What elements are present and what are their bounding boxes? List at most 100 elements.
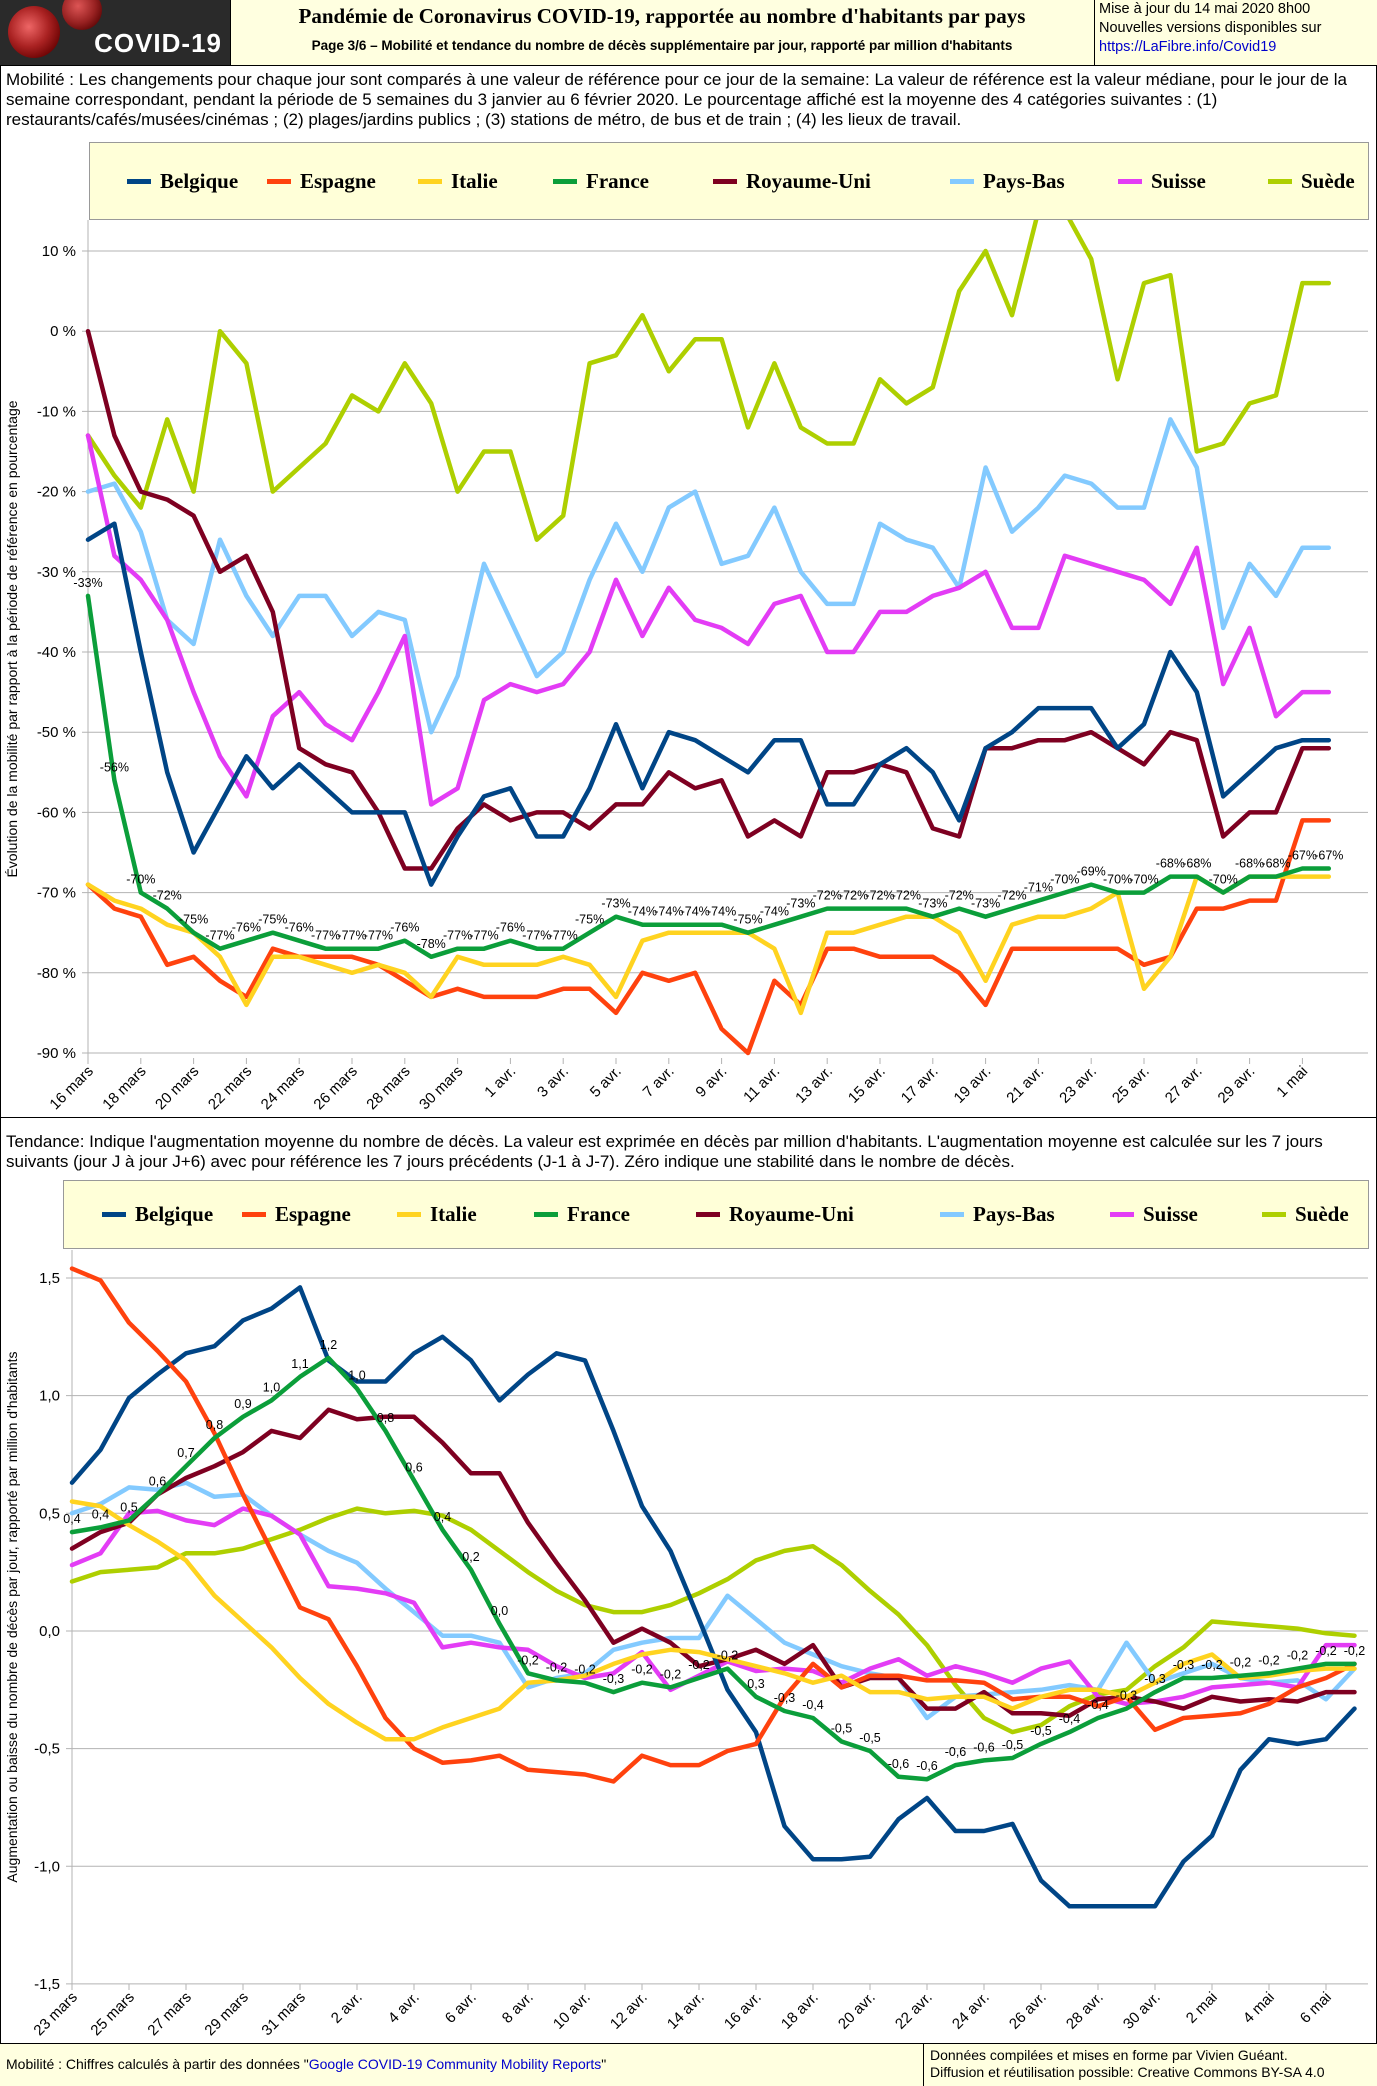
data-label: -73% xyxy=(971,897,1000,911)
y-tick-label: 0 % xyxy=(50,323,76,340)
legend-item-espagne: Espagne xyxy=(242,1181,351,1248)
data-label: -72% xyxy=(997,889,1026,903)
logo-text: COVID-19 xyxy=(94,28,222,58)
legend-swatch xyxy=(1118,178,1142,184)
legend-label: France xyxy=(586,168,649,193)
data-label: -72% xyxy=(839,889,868,903)
legend-label: Espagne xyxy=(275,1202,351,1226)
footer-credits: Données compilées et mises en forme par … xyxy=(923,2044,1377,2086)
page-title: Pandémie de Coronavirus COVID-19, rappor… xyxy=(298,4,1026,28)
data-label: -0,4 xyxy=(1059,1712,1081,1726)
x-tick-label: 4 mai xyxy=(1240,1989,1278,2027)
legend-label: Espagne xyxy=(300,168,376,193)
x-tick-label: 28 avr. xyxy=(1063,1989,1107,2033)
series-line-suède xyxy=(85,220,1332,542)
legend-swatch xyxy=(553,178,577,184)
x-tick-label: 24 avr. xyxy=(949,1989,993,2033)
data-label: -0,3 xyxy=(603,1672,625,1686)
data-label: -77% xyxy=(337,929,366,943)
legend-swatch xyxy=(1262,1212,1286,1217)
data-label: -0,5 xyxy=(1002,1738,1024,1752)
mobility-reports-link[interactable]: Google COVID-19 Community Mobility Repor… xyxy=(308,2056,602,2072)
footer-source-prefix: Mobilité : Chiffres calculés à partir de… xyxy=(6,2056,309,2072)
x-tick-label: 5 avr. xyxy=(587,1063,625,1101)
y-tick-label: 0,5 xyxy=(39,1505,60,1522)
data-label: -72% xyxy=(945,889,974,903)
legend-item-italie: Italie xyxy=(418,143,498,219)
x-tick-label: 18 avr. xyxy=(778,1989,822,2033)
y-tick-label: -80 % xyxy=(37,965,76,982)
data-label: -0,2 xyxy=(717,1649,739,1663)
legend-item-pays-bas: Pays-Bas xyxy=(940,1181,1055,1248)
legend-item-suède: Suède xyxy=(1262,1181,1349,1248)
x-tick-label: 2 mai xyxy=(1183,1989,1221,2027)
y-tick-label: -50 % xyxy=(37,724,76,741)
data-label: -73% xyxy=(786,897,815,911)
series-line-italie xyxy=(69,1499,1357,1742)
x-tick-label: 30 mars xyxy=(416,1063,466,1113)
data-label: -74% xyxy=(760,905,789,919)
legend-label: Belgique xyxy=(160,168,239,193)
virus-icon-small xyxy=(62,0,102,30)
data-label: -0,2 xyxy=(1201,1658,1223,1672)
data-label: -0,2 xyxy=(517,1653,539,1667)
data-label: -67% xyxy=(1314,849,1343,863)
legend-trend: Belgique Espagne Italie France Royaume-Uni Pa… xyxy=(63,1180,1369,1249)
data-label: 1,0 xyxy=(348,1369,365,1383)
data-label: 0,5 xyxy=(120,1500,137,1514)
x-tick-label: 29 avr. xyxy=(1215,1063,1259,1107)
update-box: Mise à jour du 14 mai 2020 8h00 Nouvelle… xyxy=(1094,0,1377,65)
legend-item-royaume-uni: Royaume-Uni xyxy=(713,143,871,219)
x-tick-label: 30 avr. xyxy=(1120,1989,1164,2033)
update-date: Mise à jour du 14 mai 2020 8h00 xyxy=(1099,1,1311,17)
legend-item-espagne: Espagne xyxy=(267,143,376,219)
data-label: -0,3 xyxy=(1173,1658,1195,1672)
data-label: -0,2 xyxy=(1287,1649,1309,1663)
legend-label: Suède xyxy=(1301,168,1355,193)
data-label: -70% xyxy=(1129,873,1158,887)
y-axis-title: Évolution de la mobilité par rapport à l… xyxy=(4,400,20,877)
data-label: -33% xyxy=(73,576,102,590)
virus-icon xyxy=(8,6,60,58)
data-label: 1,1 xyxy=(291,1357,308,1371)
data-label: -68% xyxy=(1235,857,1264,871)
footer-source: Mobilité : Chiffres calculés à partir de… xyxy=(6,2056,606,2072)
x-tick-label: 15 avr. xyxy=(845,1063,889,1107)
data-label: -70% xyxy=(1103,873,1132,887)
y-tick-label: -30 % xyxy=(37,564,76,581)
data-label: -74% xyxy=(707,905,736,919)
x-tick-label: 25 avr. xyxy=(1109,1063,1153,1107)
data-label: -0,2 xyxy=(574,1663,596,1677)
y-tick-label: -1,0 xyxy=(34,1858,60,1875)
series-line-france xyxy=(69,1355,1357,1782)
data-label: 0,8 xyxy=(377,1411,394,1425)
data-label: -73% xyxy=(601,897,630,911)
data-label: -0,3 xyxy=(1116,1689,1138,1703)
y-tick-label: -0,5 xyxy=(34,1741,60,1758)
y-tick-label: 0,0 xyxy=(39,1623,60,1640)
data-label: -70% xyxy=(1050,873,1079,887)
data-label: -0,6 xyxy=(916,1759,938,1773)
data-label: 0,4 xyxy=(434,1510,451,1524)
x-tick-label: 6 avr. xyxy=(442,1989,480,2027)
data-label: -75% xyxy=(258,913,287,927)
x-tick-label: 18 mars xyxy=(99,1063,149,1113)
legend-item-suisse: Suisse xyxy=(1110,1181,1198,1248)
data-label: -74% xyxy=(654,905,683,919)
covid-link[interactable]: https://LaFibre.info/Covid19 xyxy=(1099,39,1277,55)
legend-label: Italie xyxy=(430,1202,477,1226)
data-label: -76% xyxy=(390,921,419,935)
data-label: -56% xyxy=(100,760,129,774)
data-label: -0,2 xyxy=(660,1667,682,1681)
mobility-chart: 10 % 0 % -10 % -20 % -30 % -40 % -50 % -60 % -70… xyxy=(4,220,1368,1113)
y-tick-label: -20 % xyxy=(37,484,76,501)
y-tick-label: -60 % xyxy=(37,804,76,821)
y-tick-label: -1,5 xyxy=(34,1976,60,1993)
legend-swatch xyxy=(127,178,151,184)
data-label: -0,3 xyxy=(1144,1672,1166,1686)
data-label: -0,6 xyxy=(888,1757,910,1771)
x-tick-label: 8 avr. xyxy=(499,1989,537,2027)
covid-logo: COVID-19 xyxy=(0,0,231,65)
legend-item-pays-bas: Pays-Bas xyxy=(950,143,1065,219)
series-line-italie xyxy=(85,874,1332,1016)
